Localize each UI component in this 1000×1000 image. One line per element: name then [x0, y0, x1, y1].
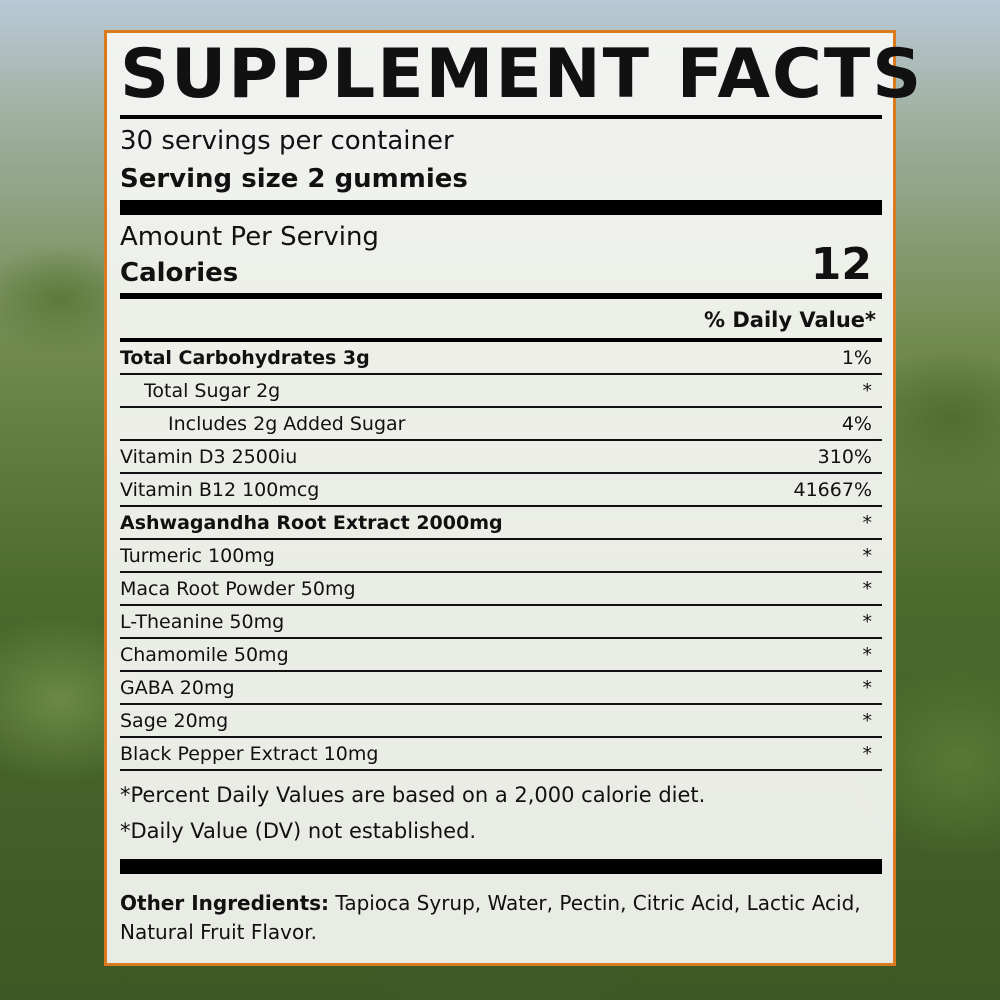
- nutrient-name: L-Theanine 50mg: [120, 610, 285, 633]
- divider: [120, 338, 882, 342]
- other-ingredients-label: Other Ingredients:: [120, 891, 330, 915]
- nutrient-name: Vitamin B12 100mcg: [120, 478, 320, 501]
- daily-value: 1%: [841, 346, 872, 369]
- daily-value: 310%: [817, 445, 872, 468]
- daily-value: *: [862, 709, 873, 732]
- other-ingredients-text: Tapioca Syrup, Water, Pectin, Citric Aci…: [120, 891, 861, 944]
- table-row: GABA 20mg *: [120, 672, 882, 705]
- nutrient-name: Total Sugar 2g: [144, 379, 281, 402]
- calories-label: Calories: [120, 258, 239, 288]
- page-title: SUPPLEMENT FACTS: [120, 35, 924, 114]
- supplement-facts-panel: SUPPLEMENT FACTS 30 servings per contain…: [104, 30, 921, 966]
- nutrient-name: Maca Root Powder 50mg: [120, 577, 356, 600]
- nutrient-name: Includes 2g Added Sugar: [168, 412, 406, 435]
- nutrient-name: Ashwagandha Root Extract 2000mg: [120, 511, 503, 534]
- daily-value: *: [862, 742, 873, 765]
- table-row: Vitamin D3 2500iu 310%: [120, 441, 882, 474]
- daily-value: 41667%: [793, 478, 873, 501]
- divider: [120, 115, 882, 119]
- daily-value: 4%: [841, 412, 872, 435]
- nutrient-name: Black Pepper Extract 10mg: [120, 742, 379, 765]
- thick-divider: [120, 200, 882, 215]
- daily-value: *: [862, 577, 873, 600]
- daily-value: *: [862, 643, 873, 666]
- footnote-daily-values: *Percent Daily Values are based on a 2,0…: [120, 783, 706, 807]
- daily-value-header: % Daily Value*: [704, 308, 876, 332]
- table-row: Turmeric 100mg *: [120, 540, 882, 573]
- other-ingredients: Other Ingredients: Tapioca Syrup, Water,…: [120, 889, 882, 947]
- daily-value: *: [862, 610, 873, 633]
- daily-value: *: [862, 544, 873, 567]
- calories-value: 12: [810, 239, 872, 290]
- thick-divider: [120, 859, 882, 874]
- table-row: Maca Root Powder 50mg *: [120, 573, 882, 606]
- serving-size: Serving size 2 gummies: [120, 164, 468, 194]
- divider: [120, 293, 882, 299]
- table-row: Chamomile 50mg *: [120, 639, 882, 672]
- table-row: Sage 20mg *: [120, 705, 882, 738]
- footnote-dv-not-established: *Daily Value (DV) not established.: [120, 819, 477, 843]
- table-row: Ashwagandha Root Extract 2000mg *: [120, 507, 882, 540]
- nutrient-name: Chamomile 50mg: [120, 643, 289, 666]
- table-row: Includes 2g Added Sugar 4%: [120, 408, 882, 441]
- nutrient-name: Turmeric 100mg: [120, 544, 275, 567]
- daily-value: *: [862, 676, 873, 699]
- table-row: Black Pepper Extract 10mg *: [120, 738, 882, 771]
- nutrient-name: GABA 20mg: [120, 676, 235, 699]
- nutrient-name: Sage 20mg: [120, 709, 229, 732]
- table-row: Total Sugar 2g *: [120, 375, 882, 408]
- daily-value: *: [862, 379, 873, 402]
- nutrient-name: Total Carbohydrates 3g: [120, 346, 370, 369]
- table-row: Vitamin B12 100mcg 41667%: [120, 474, 882, 507]
- nutrient-name: Vitamin D3 2500iu: [120, 445, 298, 468]
- table-row: Total Carbohydrates 3g 1%: [120, 342, 882, 375]
- daily-value: *: [862, 511, 873, 534]
- servings-per-container: 30 servings per container: [120, 126, 454, 156]
- amount-per-serving: Amount Per Serving: [120, 222, 379, 252]
- table-row: L-Theanine 50mg *: [120, 606, 882, 639]
